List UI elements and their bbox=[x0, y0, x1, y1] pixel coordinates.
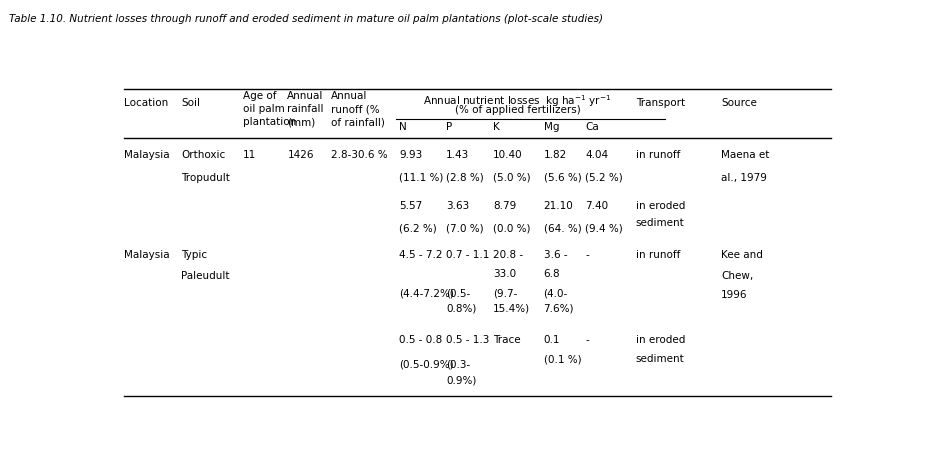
Text: N: N bbox=[399, 122, 407, 132]
Text: 1426: 1426 bbox=[288, 150, 314, 160]
Text: 6.8: 6.8 bbox=[544, 269, 560, 279]
Text: Trace: Trace bbox=[493, 335, 520, 345]
Text: 1.82: 1.82 bbox=[544, 150, 567, 160]
Text: Malaysia: Malaysia bbox=[124, 250, 169, 260]
Text: al., 1979: al., 1979 bbox=[721, 173, 767, 183]
Text: (5.0 %): (5.0 %) bbox=[493, 173, 531, 183]
Text: (6.2 %): (6.2 %) bbox=[399, 223, 437, 234]
Text: 11: 11 bbox=[243, 150, 256, 160]
Text: Kee and: Kee and bbox=[721, 250, 762, 260]
Text: 0.7 - 1.1: 0.7 - 1.1 bbox=[446, 250, 490, 260]
Text: (2.8 %): (2.8 %) bbox=[446, 173, 484, 183]
Text: 0.5 - 1.3: 0.5 - 1.3 bbox=[446, 335, 490, 345]
Text: in eroded: in eroded bbox=[636, 335, 685, 345]
Text: (0.5-0.9%): (0.5-0.9%) bbox=[399, 360, 453, 370]
Text: Soil: Soil bbox=[182, 98, 200, 108]
Text: (9.7-: (9.7- bbox=[493, 288, 518, 298]
Text: sediment: sediment bbox=[636, 218, 684, 228]
Text: Age of
oil palm
plantation: Age of oil palm plantation bbox=[243, 91, 296, 127]
Text: (7.0 %): (7.0 %) bbox=[446, 223, 484, 234]
Text: Orthoxic: Orthoxic bbox=[182, 150, 225, 160]
Text: 2.8-30.6 %: 2.8-30.6 % bbox=[331, 150, 388, 160]
Text: 10.40: 10.40 bbox=[493, 150, 522, 160]
Text: Malaysia: Malaysia bbox=[124, 150, 169, 160]
Text: 0.1: 0.1 bbox=[544, 335, 560, 345]
Text: (0.1 %): (0.1 %) bbox=[544, 354, 581, 364]
Text: P: P bbox=[446, 122, 452, 132]
Text: Maena et: Maena et bbox=[721, 150, 769, 160]
Text: (5.6 %): (5.6 %) bbox=[544, 173, 581, 183]
Text: (9.4 %): (9.4 %) bbox=[586, 223, 623, 234]
Text: 21.10: 21.10 bbox=[544, 201, 573, 211]
Text: in runoff: in runoff bbox=[636, 150, 681, 160]
Text: 0.8%): 0.8%) bbox=[446, 304, 477, 314]
Text: in eroded: in eroded bbox=[636, 201, 685, 211]
Text: sediment: sediment bbox=[636, 354, 684, 364]
Text: 20.8 -: 20.8 - bbox=[493, 250, 523, 260]
Text: 15.4%): 15.4%) bbox=[493, 304, 530, 314]
Text: (0.0 %): (0.0 %) bbox=[493, 223, 531, 234]
Text: in runoff: in runoff bbox=[636, 250, 681, 260]
Text: Mg: Mg bbox=[544, 122, 559, 132]
Text: (4.4-7.2%): (4.4-7.2%) bbox=[399, 288, 454, 298]
Text: 0.9%): 0.9%) bbox=[446, 375, 477, 385]
Text: 0.5 - 0.8: 0.5 - 0.8 bbox=[399, 335, 442, 345]
Text: (11.1 %): (11.1 %) bbox=[399, 173, 443, 183]
Text: Typic: Typic bbox=[182, 250, 208, 260]
Text: 1.43: 1.43 bbox=[446, 150, 469, 160]
Text: Transport: Transport bbox=[636, 98, 685, 108]
Text: (5.2 %): (5.2 %) bbox=[586, 173, 623, 183]
Text: 7.6%): 7.6%) bbox=[544, 304, 574, 314]
Text: 3.6 -: 3.6 - bbox=[544, 250, 567, 260]
Text: 4.04: 4.04 bbox=[586, 150, 609, 160]
Text: Chew,: Chew, bbox=[721, 270, 753, 280]
Text: (4.0-: (4.0- bbox=[544, 288, 568, 298]
Text: -: - bbox=[586, 250, 589, 260]
Text: Location: Location bbox=[124, 98, 168, 108]
Text: (0.3-: (0.3- bbox=[446, 360, 470, 370]
Text: Ca: Ca bbox=[586, 122, 600, 132]
Text: (% of applied fertilizers): (% of applied fertilizers) bbox=[454, 105, 580, 115]
Text: Annual
runoff (%
of rainfall): Annual runoff (% of rainfall) bbox=[331, 91, 385, 127]
Text: Table 1.10. Nutrient losses through runoff and eroded sediment in mature oil pal: Table 1.10. Nutrient losses through runo… bbox=[9, 14, 603, 24]
Text: 4.5 - 7.2: 4.5 - 7.2 bbox=[399, 250, 443, 260]
Text: Annual
rainfall
(mm): Annual rainfall (mm) bbox=[288, 91, 324, 127]
Text: 5.57: 5.57 bbox=[399, 201, 423, 211]
Text: Tropudult: Tropudult bbox=[182, 173, 230, 183]
Text: 3.63: 3.63 bbox=[446, 201, 469, 211]
Text: Paleudult: Paleudult bbox=[182, 270, 230, 280]
Text: 1996: 1996 bbox=[721, 290, 748, 300]
Text: 8.79: 8.79 bbox=[493, 201, 517, 211]
Text: 7.40: 7.40 bbox=[586, 201, 609, 211]
Text: (64. %): (64. %) bbox=[544, 223, 581, 234]
Text: K: K bbox=[493, 122, 500, 132]
Text: 9.93: 9.93 bbox=[399, 150, 423, 160]
Text: Source: Source bbox=[721, 98, 757, 108]
Text: 33.0: 33.0 bbox=[493, 269, 516, 279]
Text: -: - bbox=[586, 335, 589, 345]
Text: (0.5-: (0.5- bbox=[446, 288, 470, 298]
Text: Annual nutrient losses  kg ha$^{-1}$ yr$^{-1}$: Annual nutrient losses kg ha$^{-1}$ yr$^… bbox=[424, 93, 612, 109]
